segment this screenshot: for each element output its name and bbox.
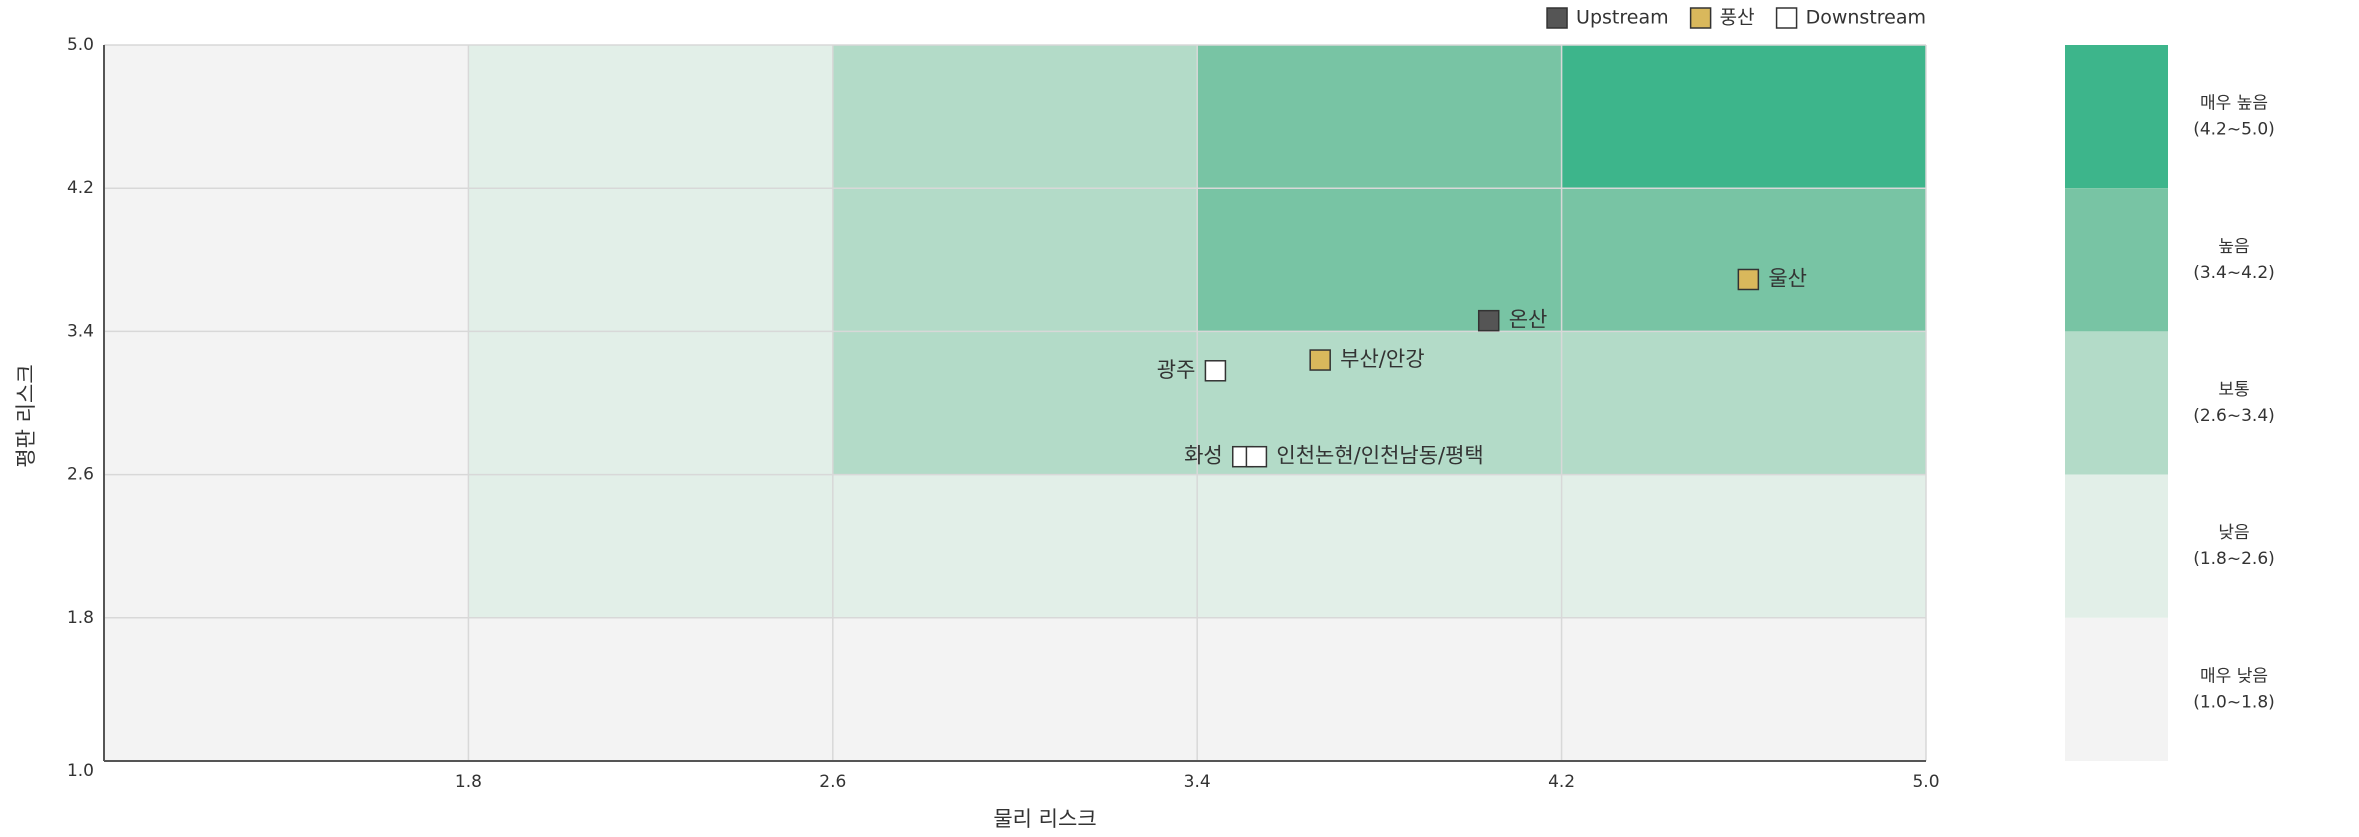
risk-cell xyxy=(1561,188,1926,332)
risk-cell xyxy=(468,45,833,189)
legend-swatch xyxy=(1546,7,1568,29)
y-tick-label: 2.6 xyxy=(67,465,94,485)
x-axis-label: 물리 리스크 xyxy=(993,807,1096,831)
point-label: 화성 xyxy=(1184,444,1223,468)
point xyxy=(1309,349,1331,371)
risk-cell xyxy=(104,474,469,618)
risk-cell xyxy=(468,617,833,761)
x-tick-label: 1.8 xyxy=(455,772,482,792)
y-tick-label: 1.0 xyxy=(67,761,94,781)
risk-cell xyxy=(104,617,469,761)
risk-cell xyxy=(104,45,469,189)
point xyxy=(1477,309,1500,332)
risk-cell xyxy=(832,331,1198,475)
risk-cell xyxy=(1197,188,1562,332)
risk-legend-range: (4.2~5.0) xyxy=(2193,120,2275,140)
risk-cell xyxy=(1561,474,1926,618)
x-tick-label: 2.6 xyxy=(819,772,846,792)
point-label: 온산 xyxy=(1509,308,1548,332)
y-tick-label: 1.8 xyxy=(67,608,94,628)
risk-legend-swatch xyxy=(2065,474,2168,618)
y-tick-label: 3.4 xyxy=(67,321,94,341)
risk-legend-swatch xyxy=(2065,188,2168,332)
risk-legend-range: (2.6~3.4) xyxy=(2193,406,2275,426)
y-axis-label: 평판 리스크 xyxy=(14,364,38,467)
risk-legend-name: 높음 xyxy=(2218,237,2249,257)
point-label: 부산/안강 xyxy=(1340,347,1424,371)
risk-legend-name: 매우 높음 xyxy=(2200,94,2268,114)
risk-cell xyxy=(104,331,469,475)
legend-swatch xyxy=(1689,7,1712,29)
risk-cell xyxy=(832,188,1198,332)
risk-cell xyxy=(832,617,1198,761)
legend-swatch xyxy=(1775,7,1798,29)
legend-label: 풍산 xyxy=(1720,7,1755,29)
risk-cell xyxy=(468,331,833,475)
risk-cell xyxy=(1561,45,1926,189)
x-tick-label: 5.0 xyxy=(1912,772,1939,792)
y-tick-label: 4.2 xyxy=(67,178,94,198)
risk-cell xyxy=(104,188,469,332)
risk-cell xyxy=(1197,45,1562,189)
point-label: 울산 xyxy=(1768,266,1807,290)
risk-cell xyxy=(832,45,1198,189)
risk-legend-swatch xyxy=(2065,331,2168,475)
point xyxy=(1737,268,1760,291)
risk-legend-range: (1.8~2.6) xyxy=(2193,549,2275,569)
point xyxy=(1204,360,1227,382)
risk-cell xyxy=(1197,617,1562,761)
risk-cell xyxy=(832,474,1198,618)
point xyxy=(1245,445,1268,468)
risk-legend-swatch xyxy=(2065,45,2168,189)
legend-label: Downstream xyxy=(1806,7,1926,29)
risk-legend-range: (3.4~4.2) xyxy=(2193,263,2275,283)
legend-label: Upstream xyxy=(1576,7,1669,29)
risk-legend-range: (1.0~1.8) xyxy=(2193,692,2275,712)
x-tick-label: 3.4 xyxy=(1184,772,1211,792)
risk-cell xyxy=(468,188,833,332)
risk-cell xyxy=(1561,331,1926,475)
point-label: 광주 xyxy=(1157,358,1196,382)
risk-legend-swatch xyxy=(2065,617,2168,761)
risk-cell xyxy=(1197,474,1562,618)
x-tick-label: 4.2 xyxy=(1548,772,1575,792)
risk-legend-name: 낮음 xyxy=(2218,523,2249,543)
risk-legend-name: 매우 낮음 xyxy=(2200,666,2268,686)
risk-cell xyxy=(1561,617,1926,761)
risk-cell xyxy=(468,474,833,618)
y-tick-label: 5.0 xyxy=(67,35,94,55)
risk-legend-name: 보통 xyxy=(2218,380,2249,400)
point-label: 인천논현/인천남동/평택 xyxy=(1276,444,1483,468)
